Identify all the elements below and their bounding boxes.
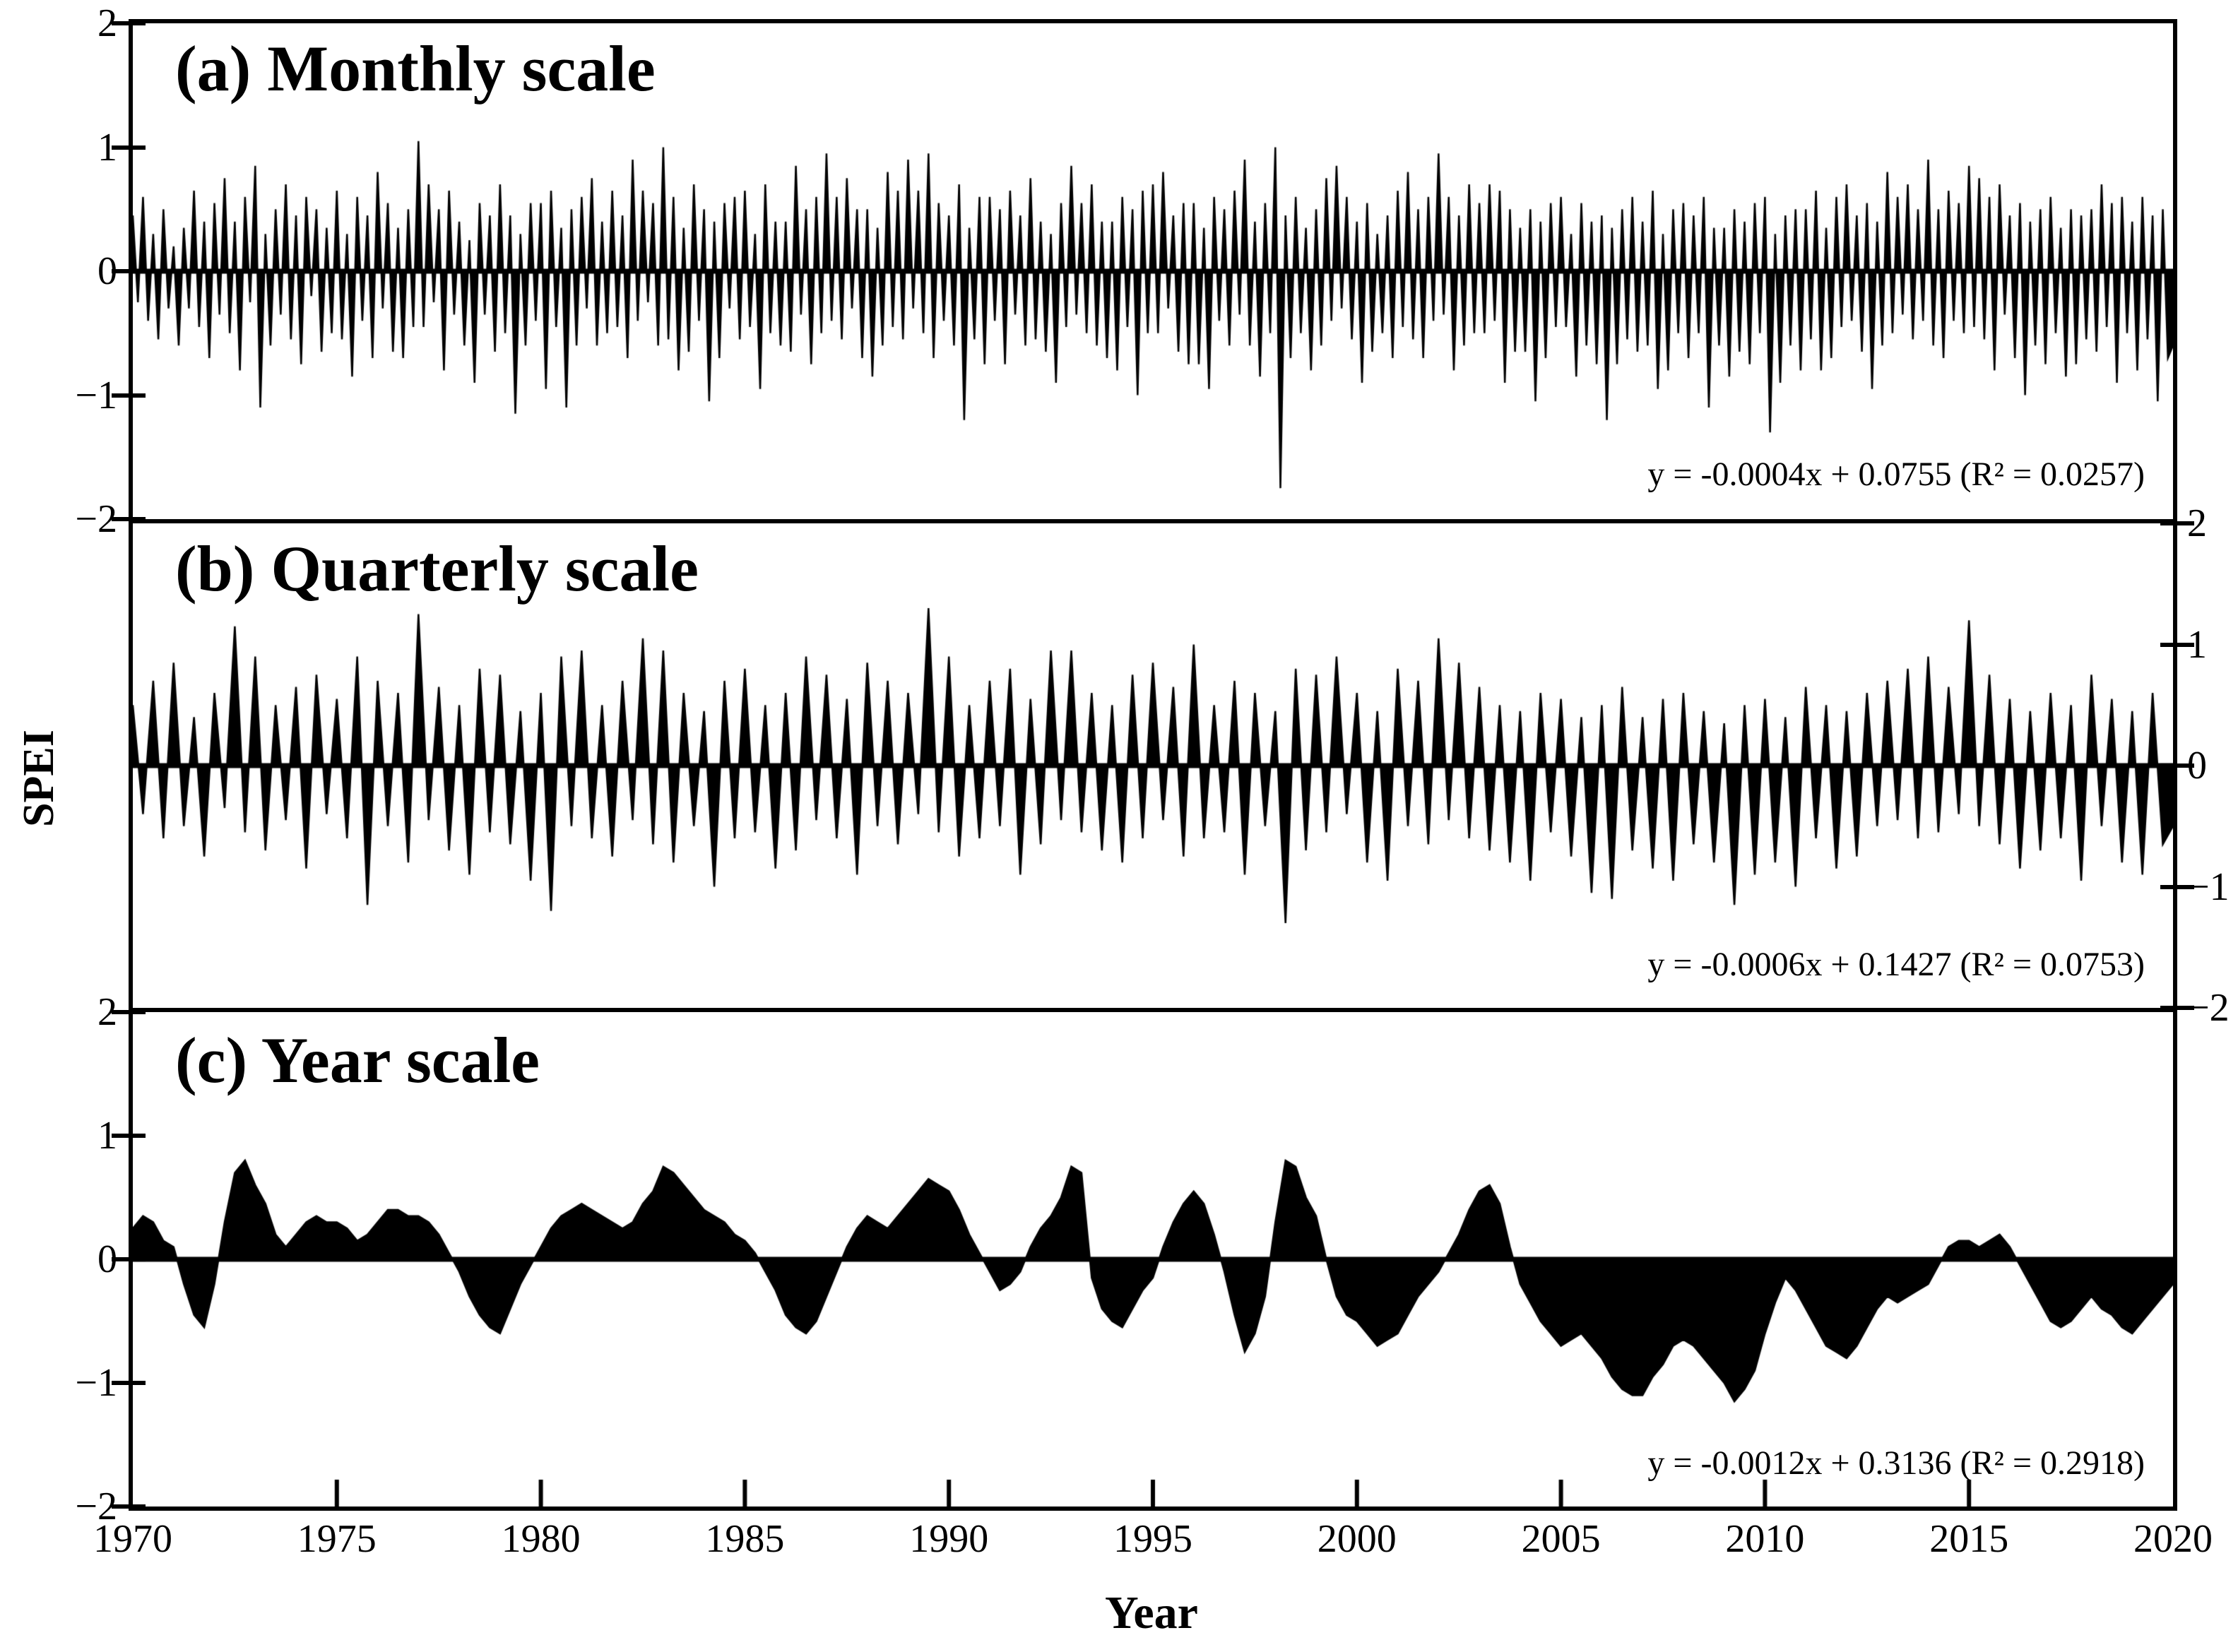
x-tick-label: 2000 xyxy=(1317,1517,1397,1561)
x-tick-label: 1975 xyxy=(297,1517,377,1561)
y-tick-label: 0 xyxy=(97,1237,117,1281)
y-tick-mark xyxy=(112,1504,146,1509)
x-tick-label: 2005 xyxy=(1521,1517,1601,1561)
y-tick-mark xyxy=(2160,884,2194,889)
panel-a-title: (a) Monthly scale xyxy=(175,32,656,105)
monthly-series-canvas xyxy=(133,23,2173,519)
y-axis-title: SPEI xyxy=(15,730,63,827)
y-tick-label: 2 xyxy=(97,1,117,45)
plot-area: (a) Monthly scale (b) Quarterly scale (c… xyxy=(129,19,2177,1511)
y-tick-label: −1 xyxy=(75,1361,117,1405)
x-tick-label: 1995 xyxy=(1113,1517,1192,1561)
y-tick-mark xyxy=(112,1381,146,1385)
x-tick-label: 1990 xyxy=(909,1517,989,1561)
y-tick-mark xyxy=(112,1134,146,1138)
yearly-series-canvas xyxy=(133,1012,2173,1507)
y-tick-label: −2 xyxy=(2187,986,2230,1030)
panel-b-title: (b) Quarterly scale xyxy=(175,533,699,605)
y-tick-mark xyxy=(112,21,146,25)
y-tick-label: 1 xyxy=(2187,622,2207,667)
panel-c-title: (c) Year scale xyxy=(175,1024,540,1096)
y-tick-label: −1 xyxy=(75,373,117,417)
x-tick-label: 1970 xyxy=(93,1517,172,1561)
y-tick-mark xyxy=(112,393,146,398)
x-tick-label: 1985 xyxy=(705,1517,785,1561)
x-tick-label: 1980 xyxy=(501,1517,581,1561)
y-tick-label: 0 xyxy=(97,249,117,293)
y-tick-mark xyxy=(2160,763,2194,768)
y-tick-label: −1 xyxy=(2187,864,2230,909)
y-tick-mark xyxy=(2160,642,2194,647)
y-tick-mark xyxy=(112,1010,146,1014)
y-tick-mark xyxy=(112,1257,146,1261)
y-tick-mark xyxy=(2160,521,2194,525)
y-tick-label: 1 xyxy=(97,1114,117,1158)
x-tick-label: 2010 xyxy=(1725,1517,1805,1561)
panel-a-trend-equation: y = -0.0004x + 0.0755 (R² = 0.0257) xyxy=(1647,456,2145,493)
y-tick-label: 0 xyxy=(2187,744,2207,788)
y-tick-mark xyxy=(2160,1006,2194,1010)
y-tick-label: −2 xyxy=(75,1485,117,1528)
y-tick-mark xyxy=(112,269,146,273)
y-tick-label: −2 xyxy=(75,497,117,541)
panel-separator-bc xyxy=(133,1008,2173,1012)
y-tick-label: 2 xyxy=(2187,501,2207,545)
x-axis-title: Year xyxy=(1105,1587,1198,1639)
panel-b-trend-equation: y = -0.0006x + 0.1427 (R² = 0.0753) xyxy=(1647,946,2145,983)
y-tick-label: 1 xyxy=(97,125,117,170)
x-tick-label: 2020 xyxy=(2133,1517,2213,1561)
y-tick-label: 2 xyxy=(97,990,117,1034)
y-tick-mark xyxy=(112,145,146,150)
quarterly-series-canvas xyxy=(133,523,2173,1008)
panel-separator-ab xyxy=(133,519,2173,523)
panel-c-trend-equation: y = -0.0012x + 0.3136 (R² = 0.2918) xyxy=(1647,1444,2145,1482)
y-tick-mark xyxy=(112,517,146,521)
x-tick-label: 2015 xyxy=(1929,1517,2009,1561)
